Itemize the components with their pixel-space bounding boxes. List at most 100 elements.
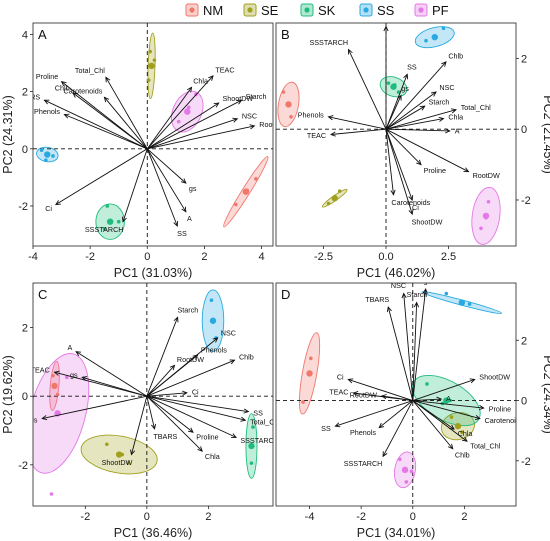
panel-c-arrow-proline (146, 395, 194, 433)
legend-label-nm: NM (203, 3, 223, 18)
legend-item-pf: PF (414, 3, 449, 18)
panel-a-arrow-chla (146, 87, 192, 150)
panel-c-loading-label-rootdw: RootDW (177, 355, 204, 364)
panel-b-loading-label-shootdw: ShootDW (412, 217, 443, 226)
panel-a-arrow-starch (147, 99, 242, 150)
panel-d-arrowhead-starch (413, 301, 420, 308)
panel-d-frame (275, 282, 517, 507)
panel-c-arrow-chla (146, 395, 203, 452)
panel-b-xtick-label-2: 2.5 (441, 251, 456, 263)
panel-d-arrowhead-proline (478, 405, 485, 411)
panel-b-loading-label-ci: Ci (412, 203, 419, 212)
panel-a-point-se-1 (152, 58, 157, 62)
panel-b-arrowhead-proline (416, 159, 422, 166)
panel-a-ytick-label-0: -2 (18, 201, 28, 213)
panel-c-point-sk-1 (249, 461, 254, 465)
panel-b-arrow-ss (385, 74, 408, 130)
panel-c-frame (32, 282, 274, 507)
panel-c-arrow-ci (146, 392, 187, 397)
panel-c-arrow-phenols (146, 354, 198, 397)
panel-c-arrow-rootdw (146, 365, 175, 397)
panel-d-loading-label-ssstarch: SSSTARCH (344, 459, 383, 468)
panel-c-point-se-0 (105, 442, 109, 447)
panel-d-arrow-starch (412, 302, 418, 401)
panel-d-arrow-nsc (403, 293, 414, 401)
panel-d-centroid-sk (443, 397, 450, 404)
panel-a-arrow-a (146, 148, 187, 212)
panel-a-arrowhead-nsc (232, 117, 239, 123)
panel-b-ytick-label-2: 2 (521, 53, 527, 65)
panel-a-point-pf-1 (176, 119, 181, 124)
panel-d-point-sk-0 (425, 382, 429, 386)
legend-label-se: SE (261, 3, 279, 18)
panel-c-xlabel: PC1 (36.46%) (114, 526, 193, 540)
panel-c-loading-label-ci: Ci (192, 388, 199, 397)
panel-a-point-ss-1 (51, 154, 55, 158)
panel-c-arrow-total-chl (146, 395, 246, 421)
panel-c-plot-area: A TEAC gs Carotenoids Starch NSC PhenolsRootDW… (33, 283, 280, 506)
panel-c-ylabel: PC2 (19.62%) (1, 355, 15, 434)
legend-dot-sk (304, 7, 310, 13)
panel-c-arrowhead-proline (188, 427, 194, 433)
panel-a-centroid-nm (242, 188, 250, 195)
panel-a-loading-label-ss: SS (177, 229, 187, 238)
panel-d-point-ss-1 (467, 302, 472, 306)
panel-a-arrow-chlb (72, 92, 148, 150)
panel-d-arrowhead-rootdw (380, 394, 387, 400)
panel-b-arrowhead-a (445, 128, 451, 134)
panel-b-centroid-nm (285, 101, 292, 108)
panel-a-point-se-0 (148, 49, 152, 54)
panel-a-arrowhead-ssstarch (121, 216, 127, 223)
panel-d-point-pf-1 (409, 469, 414, 474)
panel-d-loading-label-tbars: TBARS (365, 295, 389, 304)
panel-b-xtick-label-0: -2.5 (314, 251, 333, 263)
panel-a-arrow-ssstarch (122, 148, 148, 222)
panel-b-arrowhead-total-chl (450, 108, 457, 114)
panel-d-loading-label-rootdw: RootDW (350, 390, 377, 399)
panel-a-arrow-carotenoids (104, 97, 148, 150)
panel-c-loading-label-total-chl: Total_Chl (250, 418, 280, 427)
panel-d: NSC gs Starch TBARS Ci TEAC RootDW SS Phenols SSS… (275, 282, 550, 540)
panel-b-loading-label-proline: Proline (424, 166, 446, 175)
panel-c-loading-label-proline: Proline (196, 433, 218, 442)
panel-a-point-sk-2 (102, 227, 107, 231)
panel-d-point-nm-0 (309, 356, 313, 361)
panel-c-point-ss-0 (209, 298, 214, 302)
panel-b-arrow-phenols (328, 116, 387, 130)
panel-c-arrowhead-phenols (192, 354, 199, 360)
legend-dot-nm (189, 7, 195, 13)
legend-dot-se (247, 7, 253, 13)
legend-item-ss: SS (359, 3, 395, 18)
panel-a-arrow-ss (146, 148, 178, 227)
panel-b-centroid-ss (431, 33, 438, 41)
panel-b-arrow-total-chl (385, 109, 457, 130)
panel-b-arrow-carotenoids (385, 129, 394, 195)
panel-a-centroid-sk (106, 218, 114, 225)
panel-d-arrow-ssstarch (382, 400, 414, 457)
panel-b-arrowhead-teac (329, 131, 336, 137)
panel-d-arrowhead-chlb (448, 443, 454, 450)
panel-c-arrowhead-gs (81, 376, 88, 382)
panel-d-xlabel: PC1 (34.01%) (357, 526, 436, 540)
panel-a-arrow-nsc (147, 118, 238, 150)
panel-b-arrowhead-ssstarch (348, 48, 353, 55)
panels: ProlineTotal_ChlChlbCarotenoidsTBARSPhen… (1, 22, 550, 540)
panel-a-point-se-2 (146, 78, 151, 82)
panel-c-loading-label-shootdw: ShootDW (102, 458, 133, 467)
panel-c-loading-label-phenols: Phenols (201, 346, 227, 355)
panel-c-ytick-label-0: -2 (18, 460, 28, 472)
panel-d-loading-label-chla: Chla (458, 429, 473, 438)
panel-b-arrow-starch (385, 105, 425, 130)
panel-a-loading-label-chlb: Chlb (55, 84, 70, 93)
panel-b-point-se-1 (326, 201, 331, 206)
panel-b-arrowhead-starch (419, 105, 426, 111)
panel-a-loading-label-ssstarch: SSSTARCH (85, 225, 124, 234)
panel-b-centroid-se (331, 195, 338, 202)
panel-a-xtick-label-3: 2 (201, 251, 207, 263)
panel-d-arrowhead-nsc (401, 292, 407, 299)
legend-label-ss: SS (377, 3, 395, 18)
panel-d-loading-label-ci: Ci (337, 372, 344, 381)
panel-d-loading-label-teac: TEAC (329, 387, 348, 396)
